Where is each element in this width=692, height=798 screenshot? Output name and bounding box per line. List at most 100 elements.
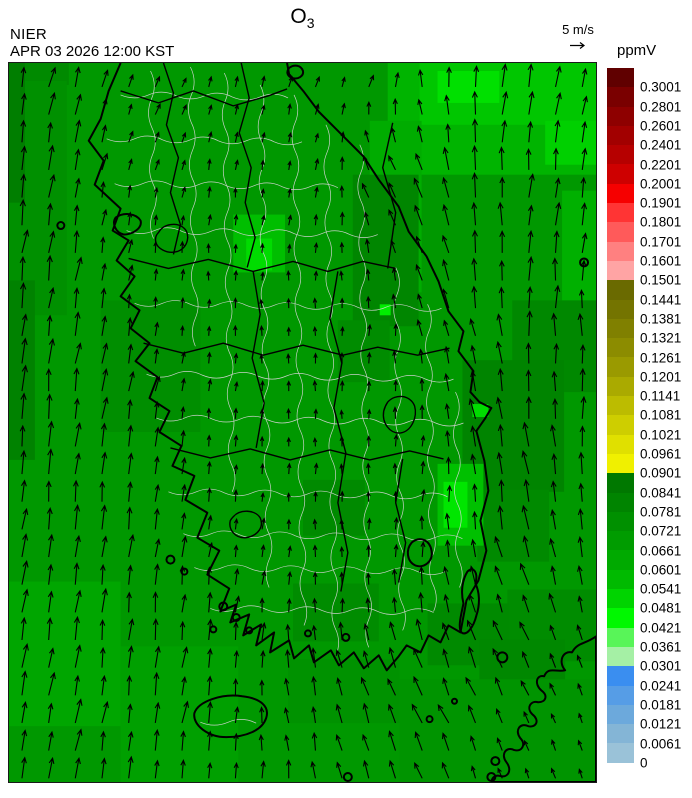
colorbar-cell	[607, 453, 634, 474]
colorbar-cell	[607, 415, 634, 435]
colorbar-cell	[607, 743, 634, 763]
province-border	[329, 271, 349, 592]
county-border	[114, 180, 339, 190]
colorbar-cell	[607, 222, 634, 242]
island-northeast	[286, 64, 305, 80]
field-patch	[9, 280, 35, 460]
field-patch	[100, 300, 201, 432]
province-border	[143, 342, 450, 356]
colorbar-cell	[607, 492, 634, 512]
province-border	[394, 458, 407, 583]
colorbar-tick-label: 0.1021	[640, 427, 682, 443]
county-border	[200, 719, 257, 726]
island	[56, 221, 66, 231]
colorbar-cell	[607, 106, 634, 126]
colorbar-cell	[607, 241, 634, 261]
county-borders	[106, 66, 464, 726]
county-border	[168, 488, 448, 500]
island	[486, 772, 497, 782]
colorbar-cell	[607, 589, 634, 609]
island	[450, 697, 458, 705]
island	[231, 612, 241, 622]
island	[165, 554, 176, 565]
colorbar-tick-label: 0.2601	[640, 118, 682, 134]
colorbar-tick-label: 0.0301	[640, 658, 682, 674]
county-border	[126, 227, 378, 238]
county-border	[453, 391, 463, 588]
field-patch	[545, 120, 596, 165]
field-patch	[302, 479, 365, 536]
colorbar-cell	[607, 164, 634, 184]
colorbar-tick-label: 0.0721	[640, 523, 682, 539]
colorbar-tick-label: 0.0361	[640, 639, 682, 655]
source-label: NIER	[10, 26, 48, 43]
colorbar-cell	[607, 396, 634, 416]
colorbar-cell	[607, 203, 634, 223]
colorbar-tick-label: 0.0661	[640, 543, 682, 558]
island	[209, 625, 218, 634]
county-border	[357, 144, 372, 648]
field-patch	[379, 304, 391, 316]
colorbar-tick-label: 0.0061	[640, 736, 682, 751]
island	[303, 629, 312, 638]
colorbar-tick-label: 0.2801	[640, 99, 682, 115]
coastline	[56, 63, 596, 782]
page-title-subscript: 3	[306, 15, 315, 32]
city-boundary-ring-gwangju	[229, 510, 263, 539]
field-patch	[443, 481, 468, 528]
colorbar-cell	[607, 145, 634, 165]
island	[342, 772, 353, 782]
field-patches	[9, 63, 596, 782]
colorbar-tick-label: 0.0901	[640, 465, 682, 481]
colorbar-cell	[607, 724, 634, 744]
colorbar-cell	[607, 511, 634, 532]
colorbar-tick-label: 0	[640, 755, 648, 771]
province-border	[128, 257, 396, 273]
coastline-kyushu	[490, 635, 596, 782]
field-patch	[9, 63, 25, 203]
page-title-species: O	[290, 5, 307, 28]
colorbar-cell	[607, 434, 634, 454]
county-border	[393, 267, 406, 631]
province-border	[238, 63, 256, 268]
colorbar-tick-label: 0.1601	[640, 253, 682, 269]
field-patch	[399, 679, 596, 782]
province-border	[162, 63, 182, 255]
county-border	[148, 70, 157, 239]
colorbar-cell	[607, 318, 634, 339]
colorbar-cell	[607, 376, 634, 397]
island	[218, 601, 229, 612]
colorbar-tick-label: 0.0241	[640, 678, 682, 694]
county-border	[106, 135, 303, 146]
county-border	[221, 72, 236, 492]
colorbar-tick-label: 0.0961	[640, 446, 682, 462]
field-patch	[9, 581, 121, 727]
county-border	[134, 300, 442, 312]
colorbar-swatches	[607, 68, 634, 763]
colorbar-tick-label: 0.1321	[640, 330, 682, 346]
colorbar-tick-label: 0.1441	[640, 292, 682, 308]
colorbar: 0.3001 0.2801 0.2601 0.2401 0.2201 0.2001 0.19…	[607, 68, 692, 770]
province-border	[251, 271, 265, 449]
island-tsushima	[458, 568, 480, 635]
colorbar-tick-label: 0.0781	[640, 504, 682, 520]
colorbar-tick-label: 0.0481	[640, 600, 682, 616]
province-borders	[120, 63, 450, 592]
colorbar-cell	[607, 280, 634, 300]
colorbar-tick-label: 0.3001	[640, 79, 682, 95]
island	[180, 567, 189, 576]
timestamp-label: APR 03 2026 12:00 KST	[10, 43, 175, 60]
colorbar-tick-label: 0.1901	[640, 195, 682, 211]
colorbar-cell	[607, 627, 634, 647]
colorbar-tick-label: 0.1381	[640, 311, 682, 327]
field-patch	[120, 646, 239, 782]
colorbar-cell	[607, 685, 634, 705]
county-border	[188, 66, 199, 347]
county-border	[291, 94, 308, 626]
field-patch	[352, 174, 419, 327]
colorbar-cell	[607, 550, 634, 570]
colorbar-tick-label: 0.0601	[640, 562, 682, 578]
colorbar-tick-label: 0.0121	[640, 716, 682, 732]
county-border	[323, 124, 339, 656]
